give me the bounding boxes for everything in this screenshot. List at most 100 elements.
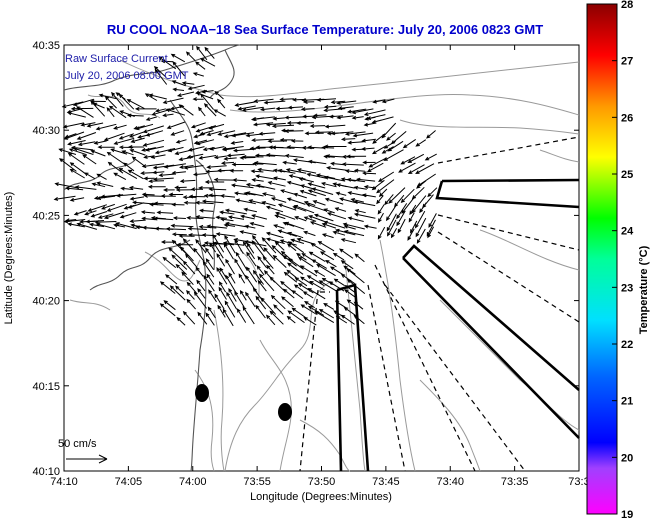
current-vector (303, 316, 317, 326)
current-vector (344, 131, 366, 136)
current-vector (221, 146, 244, 151)
current-vector (195, 266, 204, 277)
current-vector (186, 281, 197, 294)
current-vector (292, 158, 316, 164)
current-vector (107, 161, 124, 174)
current-vector (218, 286, 227, 300)
current-vector (197, 106, 206, 117)
current-vector (171, 80, 186, 87)
current-vector (120, 186, 134, 191)
current-vector (300, 107, 315, 112)
current-vector (400, 156, 416, 165)
current-vector (255, 304, 266, 319)
current-vector (240, 214, 255, 220)
current-vector (304, 131, 324, 136)
current-vector (376, 179, 395, 194)
current-vector (101, 203, 115, 210)
current-vector (222, 241, 244, 246)
current-vector (274, 241, 285, 251)
current-vector (214, 90, 224, 100)
current-vector (172, 61, 185, 77)
current-vector (361, 146, 375, 151)
current-vector (86, 122, 104, 128)
current-vector (271, 145, 295, 150)
current-vector (69, 168, 85, 179)
current-vector (243, 207, 258, 213)
current-vector (198, 155, 217, 160)
current-vector (231, 132, 255, 138)
current-vector (363, 185, 377, 189)
current-vector (113, 223, 126, 228)
current-vector (339, 197, 356, 204)
current-vector (245, 182, 265, 188)
current-vector (153, 216, 174, 221)
current-vector (306, 275, 325, 287)
current-vector (321, 222, 337, 229)
current-vector (163, 188, 175, 192)
current-vector (175, 139, 187, 144)
current-vector (361, 193, 376, 198)
current-vector (152, 170, 165, 175)
current-vector (96, 181, 114, 187)
current-vector (323, 144, 347, 149)
current-vector (291, 290, 304, 300)
current-vector (226, 291, 238, 310)
current-vector (263, 100, 286, 105)
current-vector (84, 172, 96, 180)
current-vector (182, 195, 197, 200)
current-vector (419, 202, 427, 214)
current-vector (277, 168, 296, 174)
current-vector (202, 260, 215, 278)
current-vector (205, 258, 215, 270)
current-vector (307, 182, 326, 189)
current-vector (162, 256, 177, 268)
current-vector (217, 98, 226, 109)
current-vector (296, 252, 307, 261)
current-vector (195, 139, 215, 146)
current-vector (185, 253, 198, 268)
current-vector (229, 168, 244, 173)
current-vector (145, 130, 164, 137)
current-vector (261, 201, 276, 207)
current-vector (97, 145, 115, 150)
current-vector (343, 265, 356, 275)
current-vector (394, 194, 405, 208)
current-vector (270, 294, 286, 310)
current-vector (145, 146, 164, 152)
colorbar-tick-label: 21 (621, 396, 633, 408)
current-vector (206, 273, 215, 285)
current-vector (251, 240, 266, 259)
current-vector (265, 237, 285, 245)
current-vector (347, 140, 364, 145)
current-vector (426, 130, 436, 139)
current-vector (312, 200, 326, 206)
current-vector (269, 276, 286, 293)
current-vector (208, 289, 217, 303)
current-vector (104, 95, 117, 109)
y-tick-label: 40:30 (32, 125, 60, 137)
current-vector (296, 168, 317, 174)
current-vector (186, 153, 204, 159)
current-vector (323, 175, 346, 182)
current-vector (201, 89, 214, 94)
current-vector (196, 45, 208, 61)
current-vector (224, 208, 247, 215)
current-vector (317, 241, 335, 252)
current-vector (346, 108, 367, 114)
current-vector (255, 183, 276, 190)
current-vector (183, 200, 197, 205)
current-vector (227, 215, 245, 220)
current-vector (290, 238, 305, 244)
current-vector (287, 241, 305, 254)
current-vector (291, 307, 306, 319)
current-vector (170, 130, 185, 136)
current-vector (298, 177, 314, 183)
current-vector (293, 192, 307, 199)
current-vector (259, 107, 276, 112)
current-vector (69, 162, 86, 175)
current-vector (195, 200, 214, 205)
current-vector (304, 300, 315, 309)
current-vector (326, 166, 347, 171)
colorbar-tick-label: 28 (621, 0, 633, 11)
current-vector (272, 254, 287, 268)
